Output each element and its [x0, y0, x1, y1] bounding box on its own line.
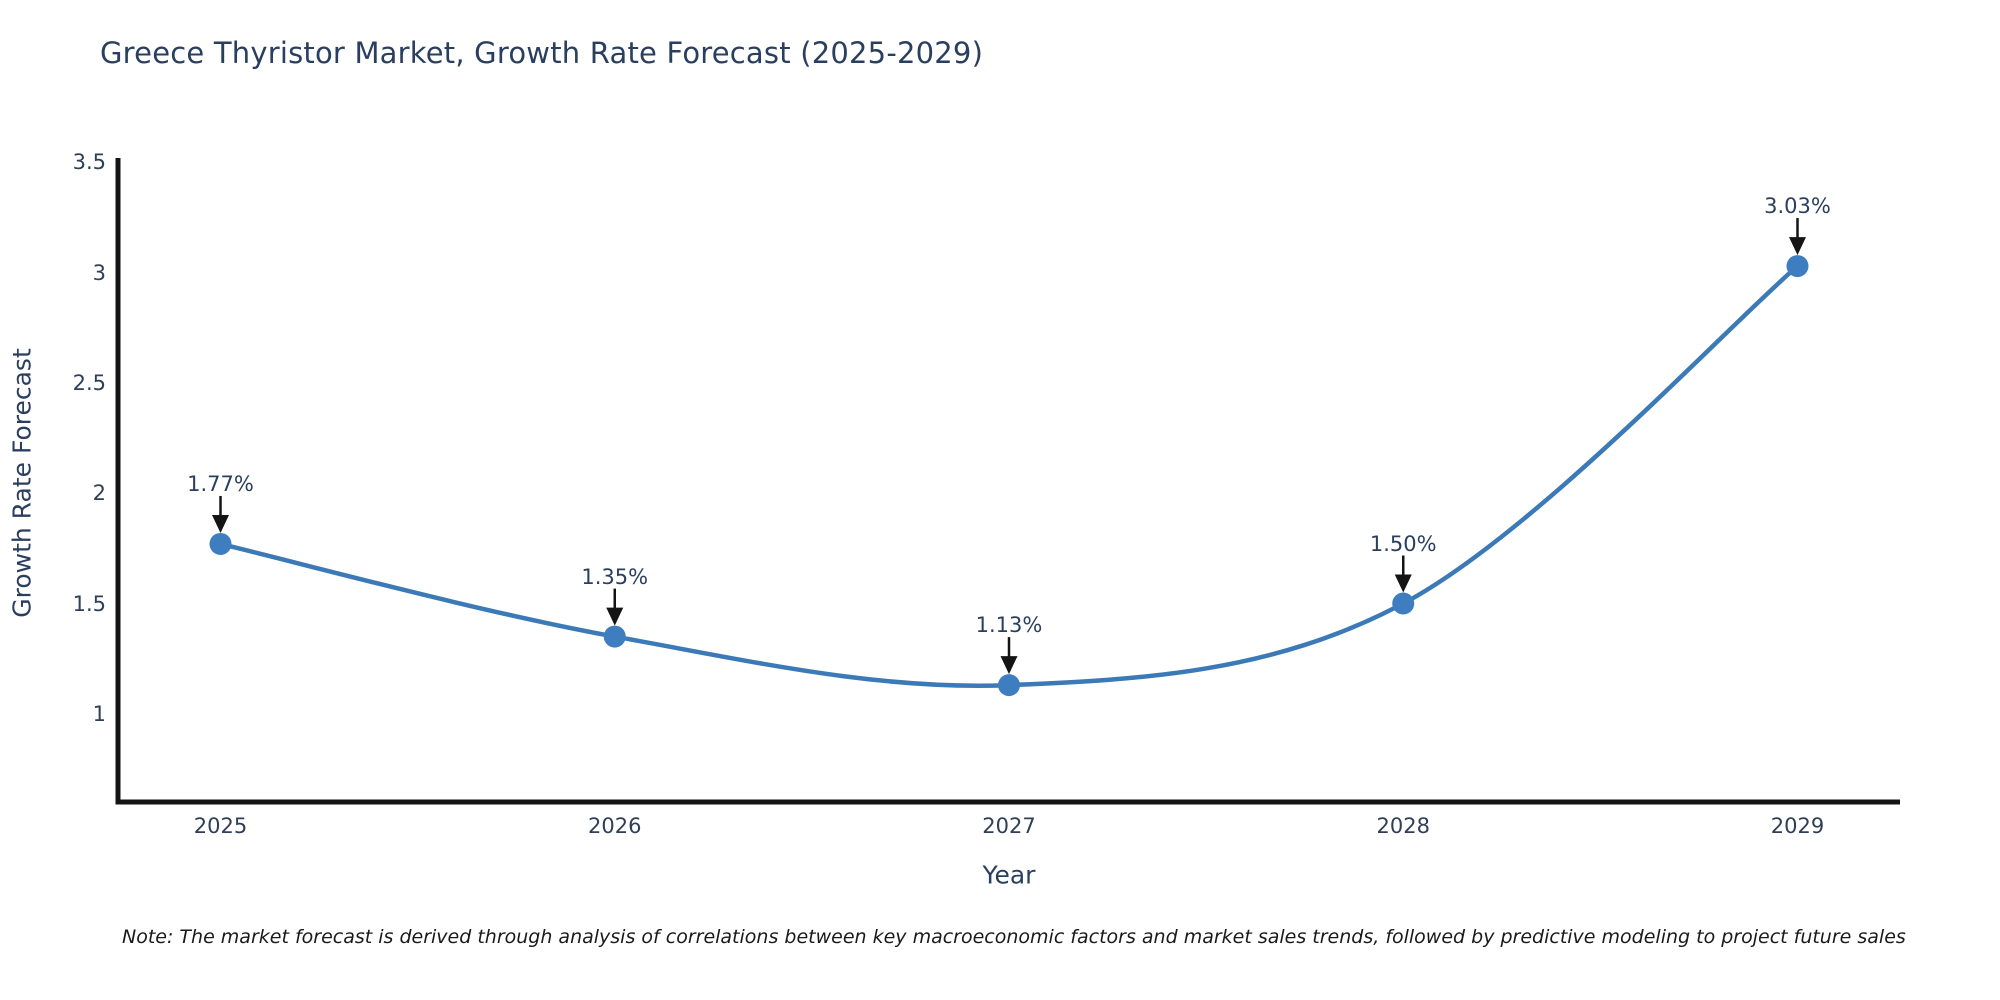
data-point-marker	[998, 674, 1020, 697]
chart-title: Greece Thyristor Market, Growth Rate For…	[100, 36, 984, 70]
data-point-label: 1.50%	[1369, 531, 1437, 556]
annotation-arrow-head	[606, 607, 624, 626]
data-point-label: 3.03%	[1764, 194, 1831, 219]
data-point-label: 1.35%	[581, 564, 649, 589]
y-tick-label: 2	[92, 481, 106, 506]
data-point-marker	[1786, 255, 1809, 278]
x-tick-label: 2027	[982, 814, 1036, 838]
data-point-marker	[603, 625, 626, 648]
y-tick-label: 3.5	[72, 150, 106, 175]
x-tick-label: 2026	[588, 814, 642, 838]
x-tick-label: 2025	[193, 814, 248, 838]
y-tick-label: 3	[92, 260, 106, 285]
y-tick-label: 2.5	[72, 370, 106, 395]
annotation-arrow-head	[1394, 574, 1412, 593]
annotation-arrow-head	[1000, 656, 1018, 675]
data-point-marker	[209, 532, 232, 555]
x-tick-label: 2028	[1376, 814, 1430, 838]
footnote: Note: The market forecast is derived thr…	[122, 926, 1906, 948]
data-point-label: 1.77%	[187, 471, 254, 496]
data-point-label: 1.13%	[975, 613, 1043, 638]
data-point-marker	[1392, 592, 1415, 615]
x-axis-title: Year	[982, 860, 1036, 890]
y-tick-label: 1.5	[72, 591, 106, 616]
annotation-arrow-head	[1788, 237, 1806, 256]
y-tick-label: 1	[92, 701, 106, 726]
annotation-arrow-head	[212, 514, 230, 533]
x-tick-label: 2029	[1770, 814, 1825, 838]
